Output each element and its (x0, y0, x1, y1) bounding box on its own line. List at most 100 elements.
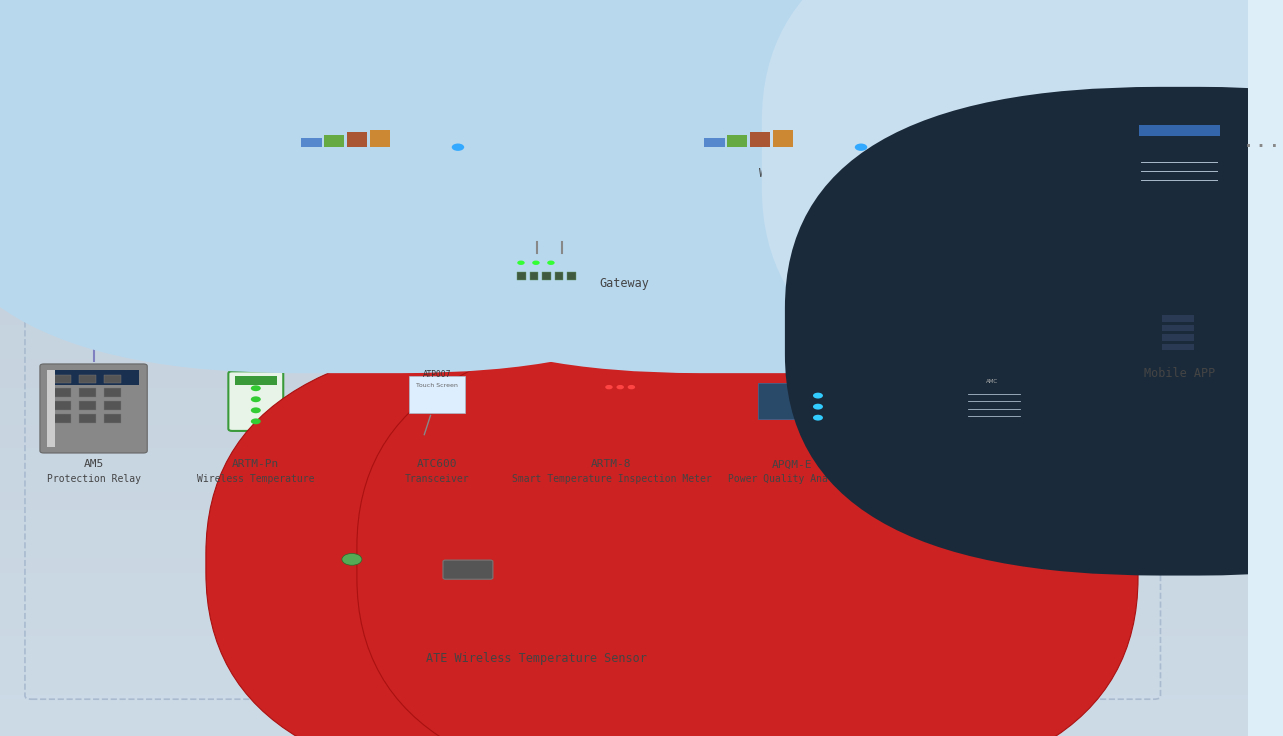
Bar (0, 481, 1248, 484)
Bar (0, 40, 1248, 44)
Bar (0, 599, 1248, 603)
Bar (0, 318, 1248, 322)
Bar (0, 285, 1248, 289)
Bar (104, 401, 121, 410)
Bar (0, 347, 1248, 351)
Bar (0, 562, 1248, 566)
Bar (0, 48, 1248, 52)
Bar (0, 292, 1248, 296)
Bar (0, 133, 1248, 137)
Bar (0, 244, 1248, 248)
FancyBboxPatch shape (697, 183, 790, 197)
Bar (0, 237, 1248, 241)
FancyBboxPatch shape (443, 560, 493, 579)
Bar (0, 303, 1248, 307)
Bar (0, 425, 1248, 429)
FancyBboxPatch shape (688, 86, 817, 161)
Bar (47, 369, 55, 447)
Text: Multi-function Energy Meter: Multi-function Energy Meter (919, 474, 1078, 484)
Bar (554, 272, 563, 280)
Text: AMC96: AMC96 (981, 459, 1015, 470)
Text: 4G: 4G (1173, 263, 1185, 273)
Bar (0, 137, 1248, 141)
Text: Transceiver: Transceiver (404, 474, 470, 484)
Bar (0, 662, 1248, 666)
Bar (0, 577, 1248, 581)
Bar (54, 375, 71, 383)
Circle shape (616, 385, 624, 389)
Bar (0, 484, 1248, 488)
Bar (0, 29, 1248, 33)
Bar (0, 636, 1248, 640)
Bar (0, 44, 1248, 48)
Circle shape (606, 385, 613, 389)
Ellipse shape (1170, 73, 1175, 79)
Ellipse shape (1170, 253, 1175, 259)
Bar (0, 710, 1248, 714)
Bar (0, 451, 1248, 455)
Bar (0, 566, 1248, 570)
Bar (0, 473, 1248, 477)
Bar (0, 696, 1248, 699)
Bar (0, 170, 1248, 174)
Bar (0, 85, 1248, 89)
Bar (0, 418, 1248, 422)
Text: Power Quality Analyzer: Power Quality Analyzer (727, 474, 857, 484)
Bar (0, 100, 1248, 104)
Text: ARTM-Pn: ARTM-Pn (232, 459, 280, 470)
Bar (0, 459, 1248, 462)
Bar (0, 11, 1248, 15)
Bar (0, 429, 1248, 433)
Bar (0, 289, 1248, 292)
Bar (0, 407, 1248, 411)
Bar (0, 233, 1248, 237)
Bar (751, 132, 770, 147)
Bar (0, 203, 1248, 207)
FancyBboxPatch shape (285, 86, 413, 161)
Bar (0, 455, 1248, 459)
FancyBboxPatch shape (785, 87, 1283, 576)
Bar (0, 311, 1248, 314)
Bar (0, 537, 1248, 540)
Bar (370, 130, 390, 147)
Bar (0, 226, 1248, 230)
Bar (0, 621, 1248, 625)
Bar (0, 336, 1248, 340)
Bar (0, 252, 1248, 255)
Bar (0, 115, 1248, 118)
Bar (0, 274, 1248, 277)
Text: Mobile APP: Mobile APP (1143, 367, 1215, 380)
Bar (0, 126, 1248, 130)
Text: Gateway: Gateway (599, 277, 649, 290)
Bar (0, 366, 1248, 370)
Bar (0, 548, 1248, 551)
Bar (0, 503, 1248, 506)
Bar (0, 255, 1248, 259)
Bar (0, 22, 1248, 26)
Ellipse shape (334, 518, 340, 524)
Bar (54, 388, 71, 397)
Bar (1161, 325, 1194, 331)
FancyBboxPatch shape (399, 368, 475, 420)
Text: Ethernet: Ethernet (717, 205, 777, 219)
Bar (0, 130, 1248, 133)
Bar (0, 259, 1248, 263)
Circle shape (250, 418, 260, 424)
Bar (0, 544, 1248, 548)
Bar (0, 141, 1248, 144)
Bar (0, 177, 1248, 181)
Bar (0, 610, 1248, 614)
Bar (0, 688, 1248, 692)
Bar (0, 82, 1248, 85)
Bar (0, 370, 1248, 374)
Bar (0, 595, 1248, 599)
FancyBboxPatch shape (326, 0, 1179, 373)
Bar (630, 558, 640, 565)
Text: ARTM-8: ARTM-8 (591, 459, 631, 470)
FancyBboxPatch shape (0, 0, 775, 373)
Bar (758, 383, 811, 420)
FancyBboxPatch shape (717, 172, 788, 184)
Bar (0, 718, 1248, 721)
Bar (0, 400, 1248, 403)
Bar (0, 230, 1248, 233)
